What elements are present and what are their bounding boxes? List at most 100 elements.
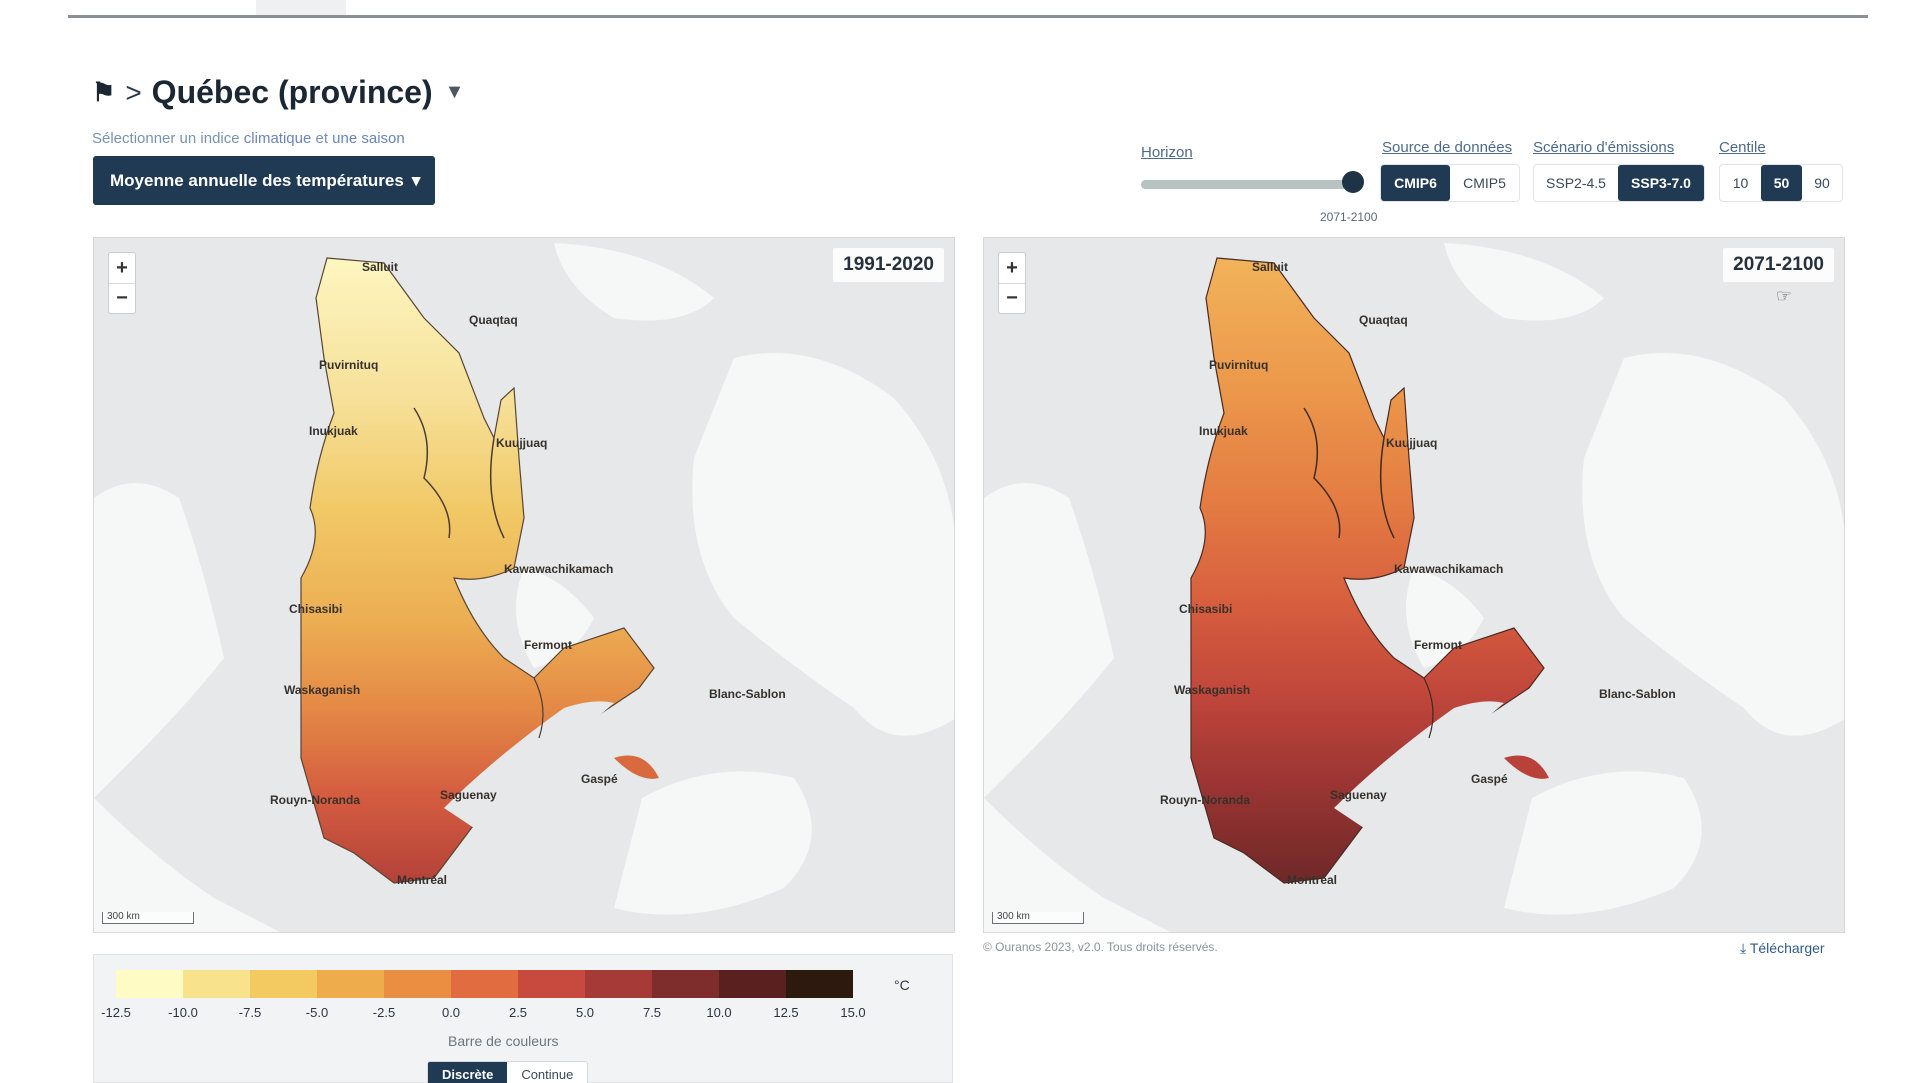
horizon-slider-fill [1141,180,1353,189]
breadcrumb: ⚑ > Québec (province) ▼ [92,74,464,111]
map-canvas-historical [94,243,954,932]
place-label: Saguenay [1330,788,1387,802]
zoom-in-button[interactable]: + [116,256,128,279]
legend-swatch [585,970,652,998]
centile-50-button[interactable]: 50 [1761,165,1802,201]
legend-swatch [183,970,250,998]
legend-tick-label: 10.0 [706,1005,732,1020]
legend-swatch [317,970,384,998]
scale-bar: 300 km [102,912,194,924]
place-label: Waskaganish [284,683,361,697]
horizon-slider-track[interactable] [1141,180,1353,189]
select-hint: Sélectionner un indice climatique et une… [92,130,405,147]
legend-tick-label: 2.5 [508,1005,528,1020]
hint-link-saison[interactable]: une saison [332,130,405,147]
place-label: Blanc-Sablon [709,687,786,701]
source-toggle: CMIP6 CMIP5 [1380,164,1520,202]
download-label: Télécharger [1749,940,1825,956]
scenario-ssp245-button[interactable]: SSP2-4.5 [1546,175,1606,191]
color-legend: °C -12.5 -10.0 -7.5 -5.0 -2.5 0.0 2.5 5.0 7.5 10.… [93,954,953,1083]
top-tab[interactable] [256,0,346,15]
legend-tick-label: 0.0 [441,1005,461,1020]
source-cmip5-button[interactable]: CMIP5 [1463,175,1506,191]
legend-tick-label: 15.0 [840,1005,866,1020]
place-label: Inukjuak [1199,424,1248,438]
place-label: Saguenay [440,788,497,802]
map-panel-future[interactable]: + − 2071-2100 ☞ 300 km Salluit Quaqtaq P… [983,237,1845,933]
legend-swatch [451,970,518,998]
breadcrumb-separator: > [125,76,142,108]
scale-bar: 300 km [992,912,1084,924]
legend-swatch [652,970,719,998]
legend-ticks: -12.5 -10.0 -7.5 -5.0 -2.5 0.0 2.5 5.0 7.5 10.0 12… [94,1005,954,1023]
horizon-label: Horizon [1141,144,1193,161]
place-label: Rouyn-Noranda [270,793,360,807]
legend-tick-label: -7.5 [238,1005,262,1020]
color-ramp [116,970,853,998]
horizon-slider-thumb[interactable] [1342,171,1364,193]
place-label: Puvirnituq [319,358,379,372]
place-label: Chisasibi [289,602,343,616]
zoom-out-button[interactable]: − [109,283,135,313]
hint-text-mid: et [315,130,328,147]
centile-toggle: 10 50 90 [1719,164,1843,202]
place-label: Salluit [1252,260,1289,274]
place-label: Kawawachikamach [1394,562,1504,576]
zoom-control: + − [998,252,1026,314]
chevron-down-icon[interactable]: ▼ [444,81,465,103]
copyright-text: © Ouranos 2023, v2.0. Tous droits réserv… [983,940,1218,954]
place-label: Rouyn-Noranda [1160,793,1250,807]
legend-swatch [518,970,585,998]
legend-swatch [250,970,317,998]
place-label: Kuujjuaq [496,436,548,450]
legend-mode-discrete-button[interactable]: Discrète [428,1062,508,1083]
place-label: Kuujjuaq [1386,436,1438,450]
legend-mode-toggle: Discrète Continue [427,1061,589,1083]
place-label: Chisasibi [1179,602,1233,616]
legend-tick-label: 12.5 [773,1005,799,1020]
period-label: 1991-2020 [833,248,944,282]
hint-link-climatique[interactable]: climatique [243,130,312,147]
place-label: Fermont [524,638,572,652]
legend-unit: °C [894,977,910,993]
legend-tick-label: -10.0 [168,1005,198,1020]
zoom-out-button[interactable]: − [999,283,1025,313]
legend-swatch [384,970,451,998]
page-title[interactable]: Québec (province) [151,74,433,110]
horizon-value: 2071-2100 [1320,210,1378,224]
index-dropdown-label: Moyenne annuelle des températures [110,170,404,190]
legend-mode-continuous-button[interactable]: Continue [521,1066,574,1082]
legend-swatch [719,970,786,998]
scenario-ssp370-button[interactable]: SSP3-7.0 [1618,165,1704,201]
place-label: Quaqtaq [469,313,518,327]
download-link[interactable]: ⤓ Télécharger [1740,940,1825,957]
zoom-control: + − [108,252,136,314]
zoom-in-button[interactable]: + [1006,256,1018,279]
top-divider [68,15,1868,18]
centile-90-button[interactable]: 90 [1814,175,1830,191]
place-label: Fermont [1414,638,1462,652]
place-label: Salluit [362,260,399,274]
place-label: Waskaganish [1174,683,1251,697]
download-icon: ⤓ [1740,940,1747,956]
scenario-label: Scénario d'émissions [1533,139,1675,156]
place-label: Kawawachikamach [504,562,614,576]
source-cmip6-button[interactable]: CMIP6 [1381,165,1450,201]
place-label: Blanc-Sablon [1599,687,1676,701]
centile-10-button[interactable]: 10 [1732,175,1749,191]
scenario-toggle: SSP2-4.5 SSP3-7.0 [1533,164,1705,202]
place-label: Quaqtaq [1359,313,1408,327]
place-label: Montréal [397,873,448,887]
hint-text: Sélectionner un indice [92,130,240,147]
place-label: Gaspé [1471,772,1508,786]
place-label: Puvirnituq [1209,358,1269,372]
caret-down-icon: ▾ [411,170,421,190]
centile-label: Centile [1719,139,1766,156]
place-label: Inukjuak [309,424,358,438]
legend-swatch [116,970,183,998]
region-map-icon[interactable]: ⚑ [92,77,116,107]
index-dropdown-button[interactable]: Moyenne annuelle des températures ▾ [93,156,435,205]
map-panel-historical[interactable]: + − 1991-2020 300 km Salluit Quaqtaq Puv… [93,237,955,933]
legend-bar-label: Barre de couleurs [448,1033,559,1049]
